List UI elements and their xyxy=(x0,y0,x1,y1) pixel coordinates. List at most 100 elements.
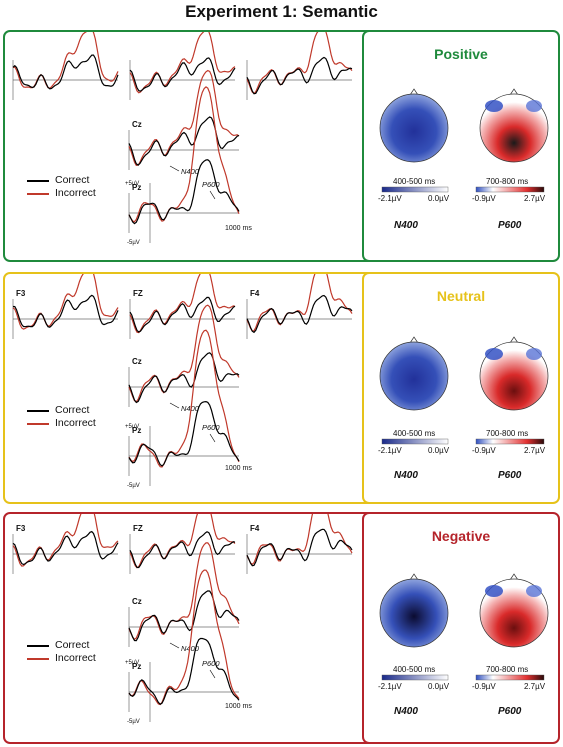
pz-incorrect-trace xyxy=(128,86,240,223)
electrode-2-correct-trace xyxy=(129,296,236,333)
n400-topomap xyxy=(379,578,449,648)
pz-p600-annotation: P600 xyxy=(202,180,220,189)
n400-colorbar xyxy=(381,186,449,193)
n400-colorbar xyxy=(381,674,449,681)
p600-component-label: P600 xyxy=(498,470,522,481)
n400-min-label: -2.1µV xyxy=(378,682,402,691)
electrode-3-incorrect-trace xyxy=(246,274,353,332)
p600-window-label: 700-800 ms xyxy=(486,429,528,438)
condition-title: Neutral xyxy=(436,288,486,304)
electrode-2-label: FZ xyxy=(133,289,143,298)
p600-arrow xyxy=(209,433,216,443)
head-nose-icon xyxy=(409,88,419,96)
legend-incorrect-swatch xyxy=(27,657,49,660)
electrode-3-label: F4 xyxy=(250,289,260,298)
p600-arrow xyxy=(209,190,216,200)
pz-p600-annotation: P600 xyxy=(202,659,220,668)
cz-n400-annotation: N400 xyxy=(181,167,200,176)
electrode-1-incorrect-trace xyxy=(12,514,119,567)
electrode-1-incorrect-trace xyxy=(12,32,119,89)
p600-window-label: 700-800 ms xyxy=(486,177,528,186)
head-nose-icon xyxy=(509,336,519,344)
pz-label: Pz xyxy=(132,662,141,671)
panel-positive: Cz N400 +5µV -5µV Pz P600 1000 ms Correct Inco… xyxy=(3,30,560,262)
p600-max-label: 2.7µV xyxy=(524,682,546,691)
n400-topomap xyxy=(379,93,449,163)
cz-correct-trace xyxy=(128,352,240,404)
n400-max-label: 0.0µV xyxy=(428,446,450,455)
electrode-2-label: FZ xyxy=(133,524,143,533)
electrode-1-correct-trace xyxy=(12,294,119,328)
electrode-2-incorrect-trace xyxy=(129,32,236,94)
p600-max-label: 2.7µV xyxy=(524,446,546,455)
pz-incorrect-trace xyxy=(128,569,240,706)
legend: Correct Incorrect xyxy=(27,404,96,430)
n400-window-label: 400-500 ms xyxy=(393,665,435,674)
cz-correct-trace xyxy=(128,590,240,642)
head-nose-icon xyxy=(409,336,419,344)
time-axis-label: 1000 ms xyxy=(225,465,252,472)
p600-negative-region xyxy=(526,348,542,360)
legend-correct-swatch xyxy=(27,179,49,182)
n400-max-label: 0.0µV xyxy=(428,682,450,691)
figure-title: Experiment 1: Semantic xyxy=(185,2,378,21)
erp-waveforms: F3 FZ F4 Cz N400 +5µV -5µV Pz P600 1000 ms xyxy=(12,514,353,725)
p600-negative-region xyxy=(526,100,542,112)
pz-y-top-label: +5µV xyxy=(125,181,139,187)
electrode-2-incorrect-trace xyxy=(129,274,236,334)
n400-window-label: 400-500 ms xyxy=(393,177,435,186)
n400-topomap xyxy=(379,341,449,411)
p600-colorbar xyxy=(475,186,545,193)
legend-incorrect-label: Incorrect xyxy=(55,417,96,429)
topographic-maps: 400-500 ms -2.1µV 0.0µV 700-800 ms -0.9µV 2.7… xyxy=(378,573,549,691)
electrode-1-label: F3 xyxy=(16,289,26,298)
p600-negative-region xyxy=(485,100,503,112)
pz-incorrect-trace xyxy=(128,329,240,468)
electrode-2-correct-trace xyxy=(129,57,236,92)
n400-max-label: 0.0µV xyxy=(428,194,450,203)
legend-correct-swatch xyxy=(27,644,49,647)
legend-correct-label: Correct xyxy=(55,639,90,651)
topographic-maps: 400-500 ms -2.1µV 0.0µV 700-800 ms -0.9µV 2.7… xyxy=(378,88,549,203)
pz-y-bottom-label: -5µV xyxy=(127,240,140,246)
n400-min-label: -2.1µV xyxy=(378,194,402,203)
electrode-3-incorrect-trace xyxy=(246,32,353,95)
p600-colorbar xyxy=(475,674,545,681)
pz-p600-annotation: P600 xyxy=(202,423,220,432)
n400-arrow xyxy=(169,165,180,172)
p600-component-label: P600 xyxy=(498,220,522,231)
p600-negative-region xyxy=(485,585,503,597)
legend-incorrect-swatch xyxy=(27,422,49,425)
legend-correct-label: Correct xyxy=(55,174,90,186)
n400-component-label: N400 xyxy=(394,706,418,717)
p600-colorbar xyxy=(475,438,545,445)
cz-n400-annotation: N400 xyxy=(181,644,200,653)
legend-correct-label: Correct xyxy=(55,404,90,416)
n400-colorbar xyxy=(381,438,449,445)
cz-incorrect-trace xyxy=(128,69,240,166)
head-nose-icon xyxy=(509,88,519,96)
topographic-maps: 400-500 ms -2.1µV 0.0µV 700-800 ms -0.9µV 2.7… xyxy=(378,336,549,455)
n400-component-label: N400 xyxy=(394,220,418,231)
time-axis-label: 1000 ms xyxy=(225,225,252,232)
erp-waveforms: Cz N400 +5µV -5µV Pz P600 1000 ms xyxy=(12,32,353,246)
cz-label: Cz xyxy=(132,597,142,606)
legend-correct-swatch xyxy=(27,409,49,412)
n400-component-label: N400 xyxy=(394,470,418,481)
p600-negative-region xyxy=(485,348,503,360)
cz-label: Cz xyxy=(132,120,142,129)
topomap-panel: Neutral 400-500 ms -2.1µV 0.0µV 700-800 ms -… xyxy=(362,272,560,504)
panel-neutral: F3 FZ F4 Cz N400 +5µV -5µV Pz P600 1000 ms Correc… xyxy=(3,272,560,504)
p600-max-label: 2.7µV xyxy=(524,194,546,203)
electrode-3-correct-trace xyxy=(246,528,353,567)
topomap-panel: Positive 400-500 ms -2.1µV 0.0µV 700-800 ms… xyxy=(362,30,560,262)
condition-title: Positive xyxy=(434,46,488,62)
head-nose-icon xyxy=(509,573,519,581)
electrode-1-correct-trace xyxy=(12,54,119,90)
p600-arrow xyxy=(209,669,216,679)
electrode-1-correct-trace xyxy=(12,530,119,566)
pz-correct-trace xyxy=(128,159,240,225)
pz-correct-trace xyxy=(128,637,240,705)
electrode-3-incorrect-trace xyxy=(246,514,353,566)
pz-label: Pz xyxy=(132,183,141,192)
